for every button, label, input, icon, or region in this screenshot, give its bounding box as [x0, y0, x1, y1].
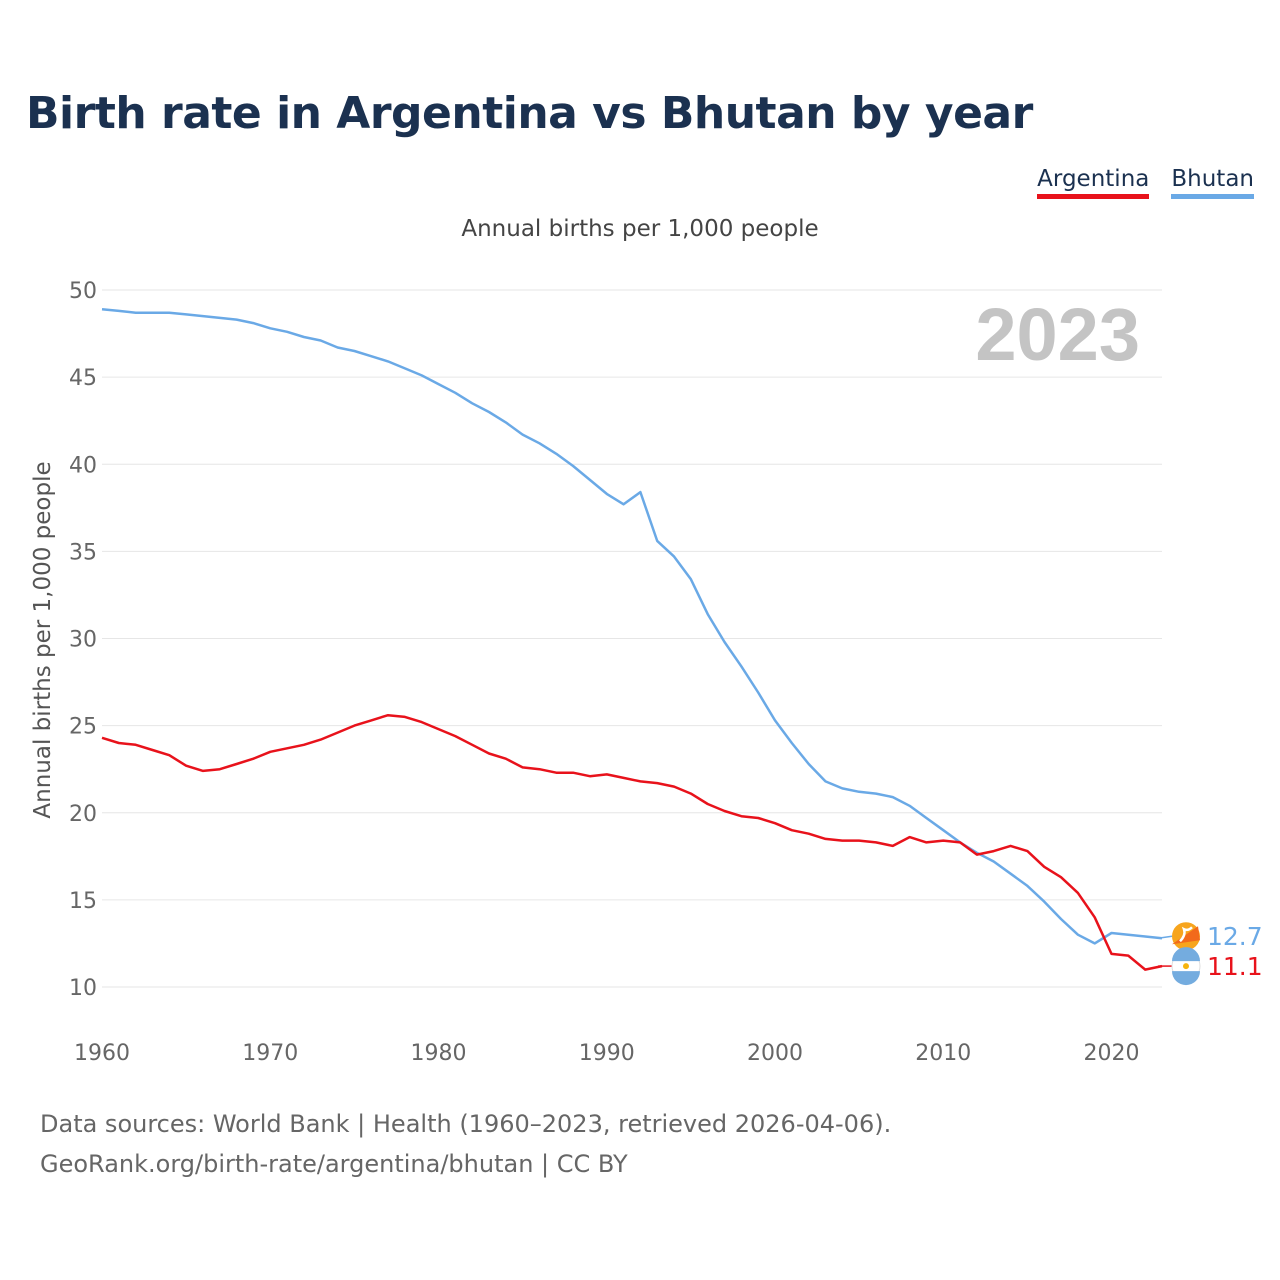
y-tick-labels: 10 15 20 25 30 35 40 45 50	[69, 279, 97, 1001]
footer-link[interactable]: GeoRank.org/birth-rate/argentina/bhutan …	[40, 1150, 628, 1178]
series-lines	[101, 307, 1163, 971]
year-watermark: 2023	[975, 293, 1140, 376]
footer: Data sources: World Bank | Health (1960–…	[40, 1104, 891, 1184]
y-tick-label: 40	[69, 453, 97, 478]
x-tick-label: 2020	[1084, 1041, 1140, 1066]
argentina-flag-icon	[1171, 947, 1201, 986]
end-labels: 12.711.1	[1157, 922, 1263, 986]
bhutan-flag-icon	[1172, 922, 1200, 951]
chart-title: Birth rate in Argentina vs Bhutan by yea…	[26, 88, 1033, 139]
y-tick-label: 30	[69, 628, 97, 653]
y-axis-label: Annual births per 1,000 people	[30, 461, 56, 818]
end-label-bhutan: 12.7	[1207, 922, 1263, 951]
y-tick-label: 50	[69, 279, 97, 304]
footer-sources: Data sources: World Bank | Health (1960–…	[40, 1110, 892, 1138]
series-line-bhutan[interactable]	[101, 307, 1163, 945]
x-tick-label: 1960	[74, 1041, 130, 1066]
x-tick-label: 2000	[747, 1041, 803, 1066]
x-tick-label: 1970	[242, 1041, 298, 1066]
x-tick-label: 1990	[579, 1041, 635, 1066]
legend: Argentina Bhutan	[1037, 166, 1254, 199]
x-tick-label: 1980	[411, 1041, 467, 1066]
x-tick-label: 2010	[915, 1041, 971, 1066]
legend-item-bhutan[interactable]: Bhutan	[1171, 166, 1254, 199]
y-tick-label: 10	[69, 976, 97, 1001]
y-tick-label: 45	[69, 366, 97, 391]
chart-subtitle: Annual births per 1,000 people	[461, 216, 819, 242]
end-label-argentina: 11.1	[1207, 952, 1263, 981]
y-tick-label: 35	[69, 540, 97, 565]
series-line-argentina[interactable]	[101, 713, 1163, 971]
grid-lines	[102, 289, 1162, 988]
legend-item-argentina[interactable]: Argentina	[1037, 166, 1150, 199]
end-connector	[1157, 935, 1173, 939]
y-tick-label: 20	[69, 802, 97, 827]
y-tick-label: 15	[69, 889, 97, 914]
y-tick-label: 25	[69, 715, 97, 740]
x-tick-labels: 1960 1970 1980 1990 2000 2010 2020	[74, 1041, 1140, 1066]
